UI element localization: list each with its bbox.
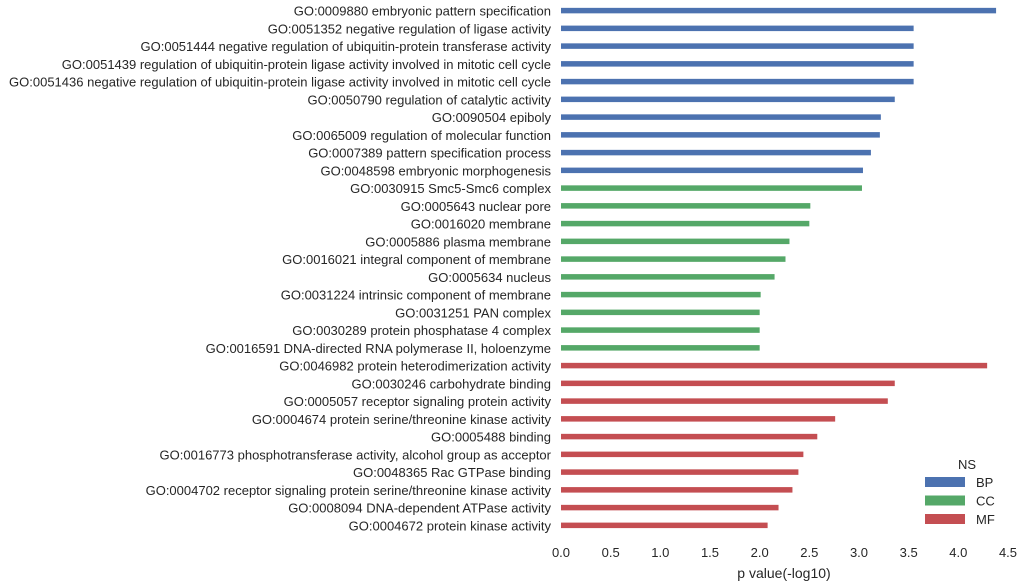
bar-mf-24 <box>561 433 818 440</box>
legend-label-cc: CC <box>976 494 995 509</box>
bar-bp-3 <box>561 61 914 67</box>
bar-bp-2 <box>561 43 914 49</box>
category-label: GO:0090504 epiboly <box>432 110 552 125</box>
legend: NS BP CC MF <box>925 457 995 527</box>
legend-entries: BP CC MF <box>925 475 995 527</box>
category-label: GO:0016021 integral component of membran… <box>282 252 551 267</box>
category-label: GO:0030246 carbohydrate binding <box>352 376 551 391</box>
x-tick-label: 4.5 <box>999 545 1017 560</box>
bar-mf-25 <box>561 451 804 458</box>
category-label: GO:0004702 receptor signaling protein se… <box>146 483 552 498</box>
x-tick-label: 2.0 <box>751 545 769 560</box>
bar-cc-11 <box>561 203 811 209</box>
bar-mf-23 <box>561 416 836 422</box>
x-tick-label: 3.5 <box>900 545 918 560</box>
x-axis-ticks: 0.0 0.5 1.0 1.5 2.0 2.5 3.0 3.5 4.0 4.5 <box>552 545 1017 560</box>
x-tick-label: 0.0 <box>552 545 570 560</box>
category-label: GO:0046982 protein heterodimerization ac… <box>279 359 551 374</box>
category-label: GO:0030289 protein phosphatase 4 complex <box>292 323 551 338</box>
bar-bp-0 <box>561 7 997 14</box>
bar-cc-14 <box>561 256 786 262</box>
category-label: GO:0004672 protein kinase activity <box>349 518 552 533</box>
bar-bp-1 <box>561 25 914 32</box>
category-label: GO:0005057 receptor signaling protein ac… <box>284 394 552 409</box>
category-label: GO:0048598 embryonic morphogenesis <box>320 163 551 178</box>
x-tick-label: 2.5 <box>800 545 818 560</box>
bar-cc-17 <box>561 309 760 316</box>
bar-mf-26 <box>561 469 799 475</box>
bar-mf-21 <box>561 380 895 387</box>
category-label: GO:0051352 negative regulation of ligase… <box>268 21 552 36</box>
category-label: GO:0016591 DNA-directed RNA polymerase I… <box>206 341 551 356</box>
legend-swatch-cc <box>925 495 965 506</box>
bar-bp-8 <box>561 149 871 156</box>
bar-bp-5 <box>561 96 895 103</box>
x-tick-label: 1.0 <box>651 545 669 560</box>
x-tick-label: 3.0 <box>850 545 868 560</box>
category-labels: GO:0009880 embryonic pattern specificati… <box>9 4 552 534</box>
bar-bp-6 <box>561 114 881 120</box>
bar-cc-18 <box>561 327 760 333</box>
category-label: GO:0048365 Rac GTPase binding <box>353 465 551 480</box>
bar-mf-29 <box>561 522 768 529</box>
category-label: GO:0031224 intrinsic component of membra… <box>281 288 551 303</box>
legend-swatch-bp <box>925 477 965 487</box>
category-label: GO:0005488 binding <box>431 430 551 445</box>
legend-swatch-mf <box>925 514 965 524</box>
category-label: GO:0005643 nuclear pore <box>401 199 551 214</box>
category-label: GO:0030915 Smc5-Smc6 complex <box>350 181 551 196</box>
bar-mf-20 <box>561 362 988 369</box>
category-label: GO:0005886 plasma membrane <box>365 234 551 249</box>
category-label: GO:0016020 membrane <box>411 217 551 232</box>
x-tick-label: 4.0 <box>949 545 967 560</box>
category-label: GO:0009880 embryonic pattern specificati… <box>294 4 551 19</box>
category-label: GO:0051444 negative regulation of ubiqui… <box>141 39 552 54</box>
bar-mf-28 <box>561 504 779 511</box>
bar-cc-13 <box>561 238 790 245</box>
bar-mf-22 <box>561 398 888 404</box>
bar-bp-9 <box>561 167 863 174</box>
bars-layer <box>561 7 997 529</box>
bar-cc-10 <box>561 185 862 191</box>
bar-bp-7 <box>561 132 880 138</box>
category-label: GO:0005634 nucleus <box>428 270 551 285</box>
category-label: GO:0008094 DNA-dependent ATPase activity <box>288 501 551 516</box>
legend-label-bp: BP <box>976 475 993 490</box>
bar-cc-16 <box>561 291 761 298</box>
bar-bp-4 <box>561 78 914 85</box>
category-label: GO:0007389 pattern specification process <box>308 146 551 161</box>
category-label: GO:0004674 protein serine/threonine kina… <box>252 412 552 427</box>
x-axis-title: p value(-log10) <box>737 565 830 581</box>
x-tick-label: 1.5 <box>701 545 719 560</box>
bar-cc-15 <box>561 274 775 280</box>
category-label: GO:0050790 regulation of catalytic activ… <box>307 92 551 107</box>
legend-title: NS <box>958 457 976 472</box>
category-label: GO:0016773 phosphotransferase activity, … <box>160 447 552 462</box>
bar-mf-27 <box>561 487 793 493</box>
category-label: GO:0051439 regulation of ubiquitin-prote… <box>62 57 551 72</box>
bar-cc-19 <box>561 345 760 351</box>
legend-label-mf: MF <box>976 512 995 527</box>
category-label: GO:0031251 PAN complex <box>395 305 551 320</box>
category-label: GO:0051436 negative regulation of ubiqui… <box>9 75 551 90</box>
x-tick-label: 0.5 <box>602 545 620 560</box>
category-label: GO:0065009 regulation of molecular funct… <box>292 128 551 143</box>
bar-cc-12 <box>561 220 810 227</box>
